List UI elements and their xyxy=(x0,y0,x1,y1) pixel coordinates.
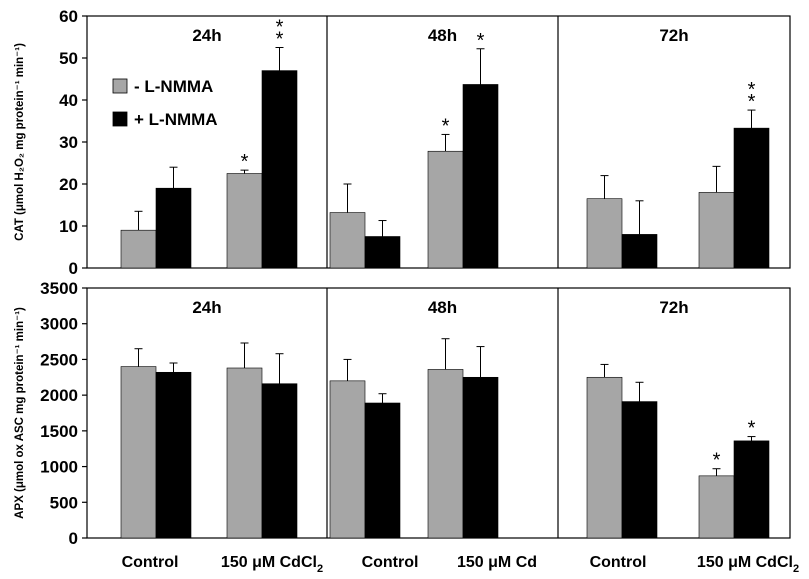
x-category-subscript: 2 xyxy=(793,563,799,575)
cat-chart: 0 10 20 30 40 50 60 CAT (μmol H₂O₂ mg protein⁻¹… xyxy=(14,7,791,278)
bar xyxy=(155,187,192,269)
panel-title: 72h xyxy=(659,26,688,45)
legend-label: + L-NMMA xyxy=(134,110,218,129)
legend-label: - L-NMMA xyxy=(134,77,213,96)
significance-mark: * xyxy=(748,418,756,440)
y-tick-label: 50 xyxy=(59,49,78,68)
y-tick-label: 3500 xyxy=(40,279,78,298)
y-tick-label: 1000 xyxy=(40,458,78,477)
significance-mark: * xyxy=(748,79,756,101)
bar xyxy=(462,84,499,269)
bar xyxy=(698,192,735,269)
legend-swatch xyxy=(112,111,128,127)
bar xyxy=(329,212,366,269)
y-tick-label: 2500 xyxy=(40,350,78,369)
bar xyxy=(261,383,298,539)
y-tick-label: 10 xyxy=(59,217,78,236)
cat-axis-label: CAT (μmol H₂O₂ mg protein⁻¹ min⁻¹) xyxy=(14,43,26,241)
bar xyxy=(226,173,263,269)
bar xyxy=(427,369,464,539)
significance-mark: * xyxy=(713,450,721,472)
legend-swatch xyxy=(112,78,128,94)
bar xyxy=(462,376,499,539)
y-tick-label: 20 xyxy=(59,175,78,194)
significance-mark: * xyxy=(241,151,249,173)
bar xyxy=(586,376,623,539)
panel-title: 48h xyxy=(428,26,457,45)
y-tick-label: 3000 xyxy=(40,315,78,334)
bar xyxy=(698,475,735,539)
significance-mark: * xyxy=(748,91,756,113)
bar xyxy=(733,440,770,539)
y-tick-label: 30 xyxy=(59,133,78,152)
x-category-label: Control xyxy=(122,554,179,571)
x-category-subscript: 2 xyxy=(317,563,323,575)
bar xyxy=(364,236,401,269)
y-tick-label: 2000 xyxy=(40,386,78,405)
panel-title: 48h xyxy=(428,298,457,317)
bar xyxy=(364,402,401,539)
bar xyxy=(120,229,157,269)
bar xyxy=(621,401,658,539)
y-tick-label: 0 xyxy=(69,529,78,548)
x-category-label: Control xyxy=(362,554,419,571)
x-category-label: 150 μM CdCl2 xyxy=(221,554,323,575)
x-category-label: Control xyxy=(590,554,647,571)
x-category-label: 150 μM Cd xyxy=(457,554,537,571)
bar xyxy=(733,127,770,269)
bar xyxy=(427,150,464,269)
panel-title: 24h xyxy=(192,26,221,45)
panel-title: 72h xyxy=(659,298,688,317)
bar xyxy=(226,367,263,539)
bar xyxy=(155,371,192,539)
bar xyxy=(261,70,298,269)
y-tick-label: 500 xyxy=(50,493,78,512)
bar xyxy=(329,380,366,539)
apx-axis-label: APX (μmol ox ASC mg protein⁻¹ min⁻¹) xyxy=(14,307,26,519)
y-tick-label: 60 xyxy=(59,7,78,26)
apx-chart: 0 500 1000 1500 2000 2500 3000 3500 APX (μmol ox… xyxy=(14,279,791,548)
significance-mark: * xyxy=(276,29,284,51)
x-category-label: 150 μM CdCl2 xyxy=(697,554,799,575)
significance-mark: * xyxy=(276,17,284,39)
significance-mark: * xyxy=(477,30,485,52)
legend: - L-NMMA + L-NMMA xyxy=(112,77,218,129)
y-tick-label: 0 xyxy=(69,259,78,278)
panel-title: 24h xyxy=(192,298,221,317)
significance-mark: * xyxy=(442,115,450,137)
y-tick-label: 1500 xyxy=(40,422,78,441)
y-tick-label: 40 xyxy=(59,91,78,110)
bar xyxy=(120,366,157,539)
bar xyxy=(621,234,658,269)
bar xyxy=(586,198,623,269)
